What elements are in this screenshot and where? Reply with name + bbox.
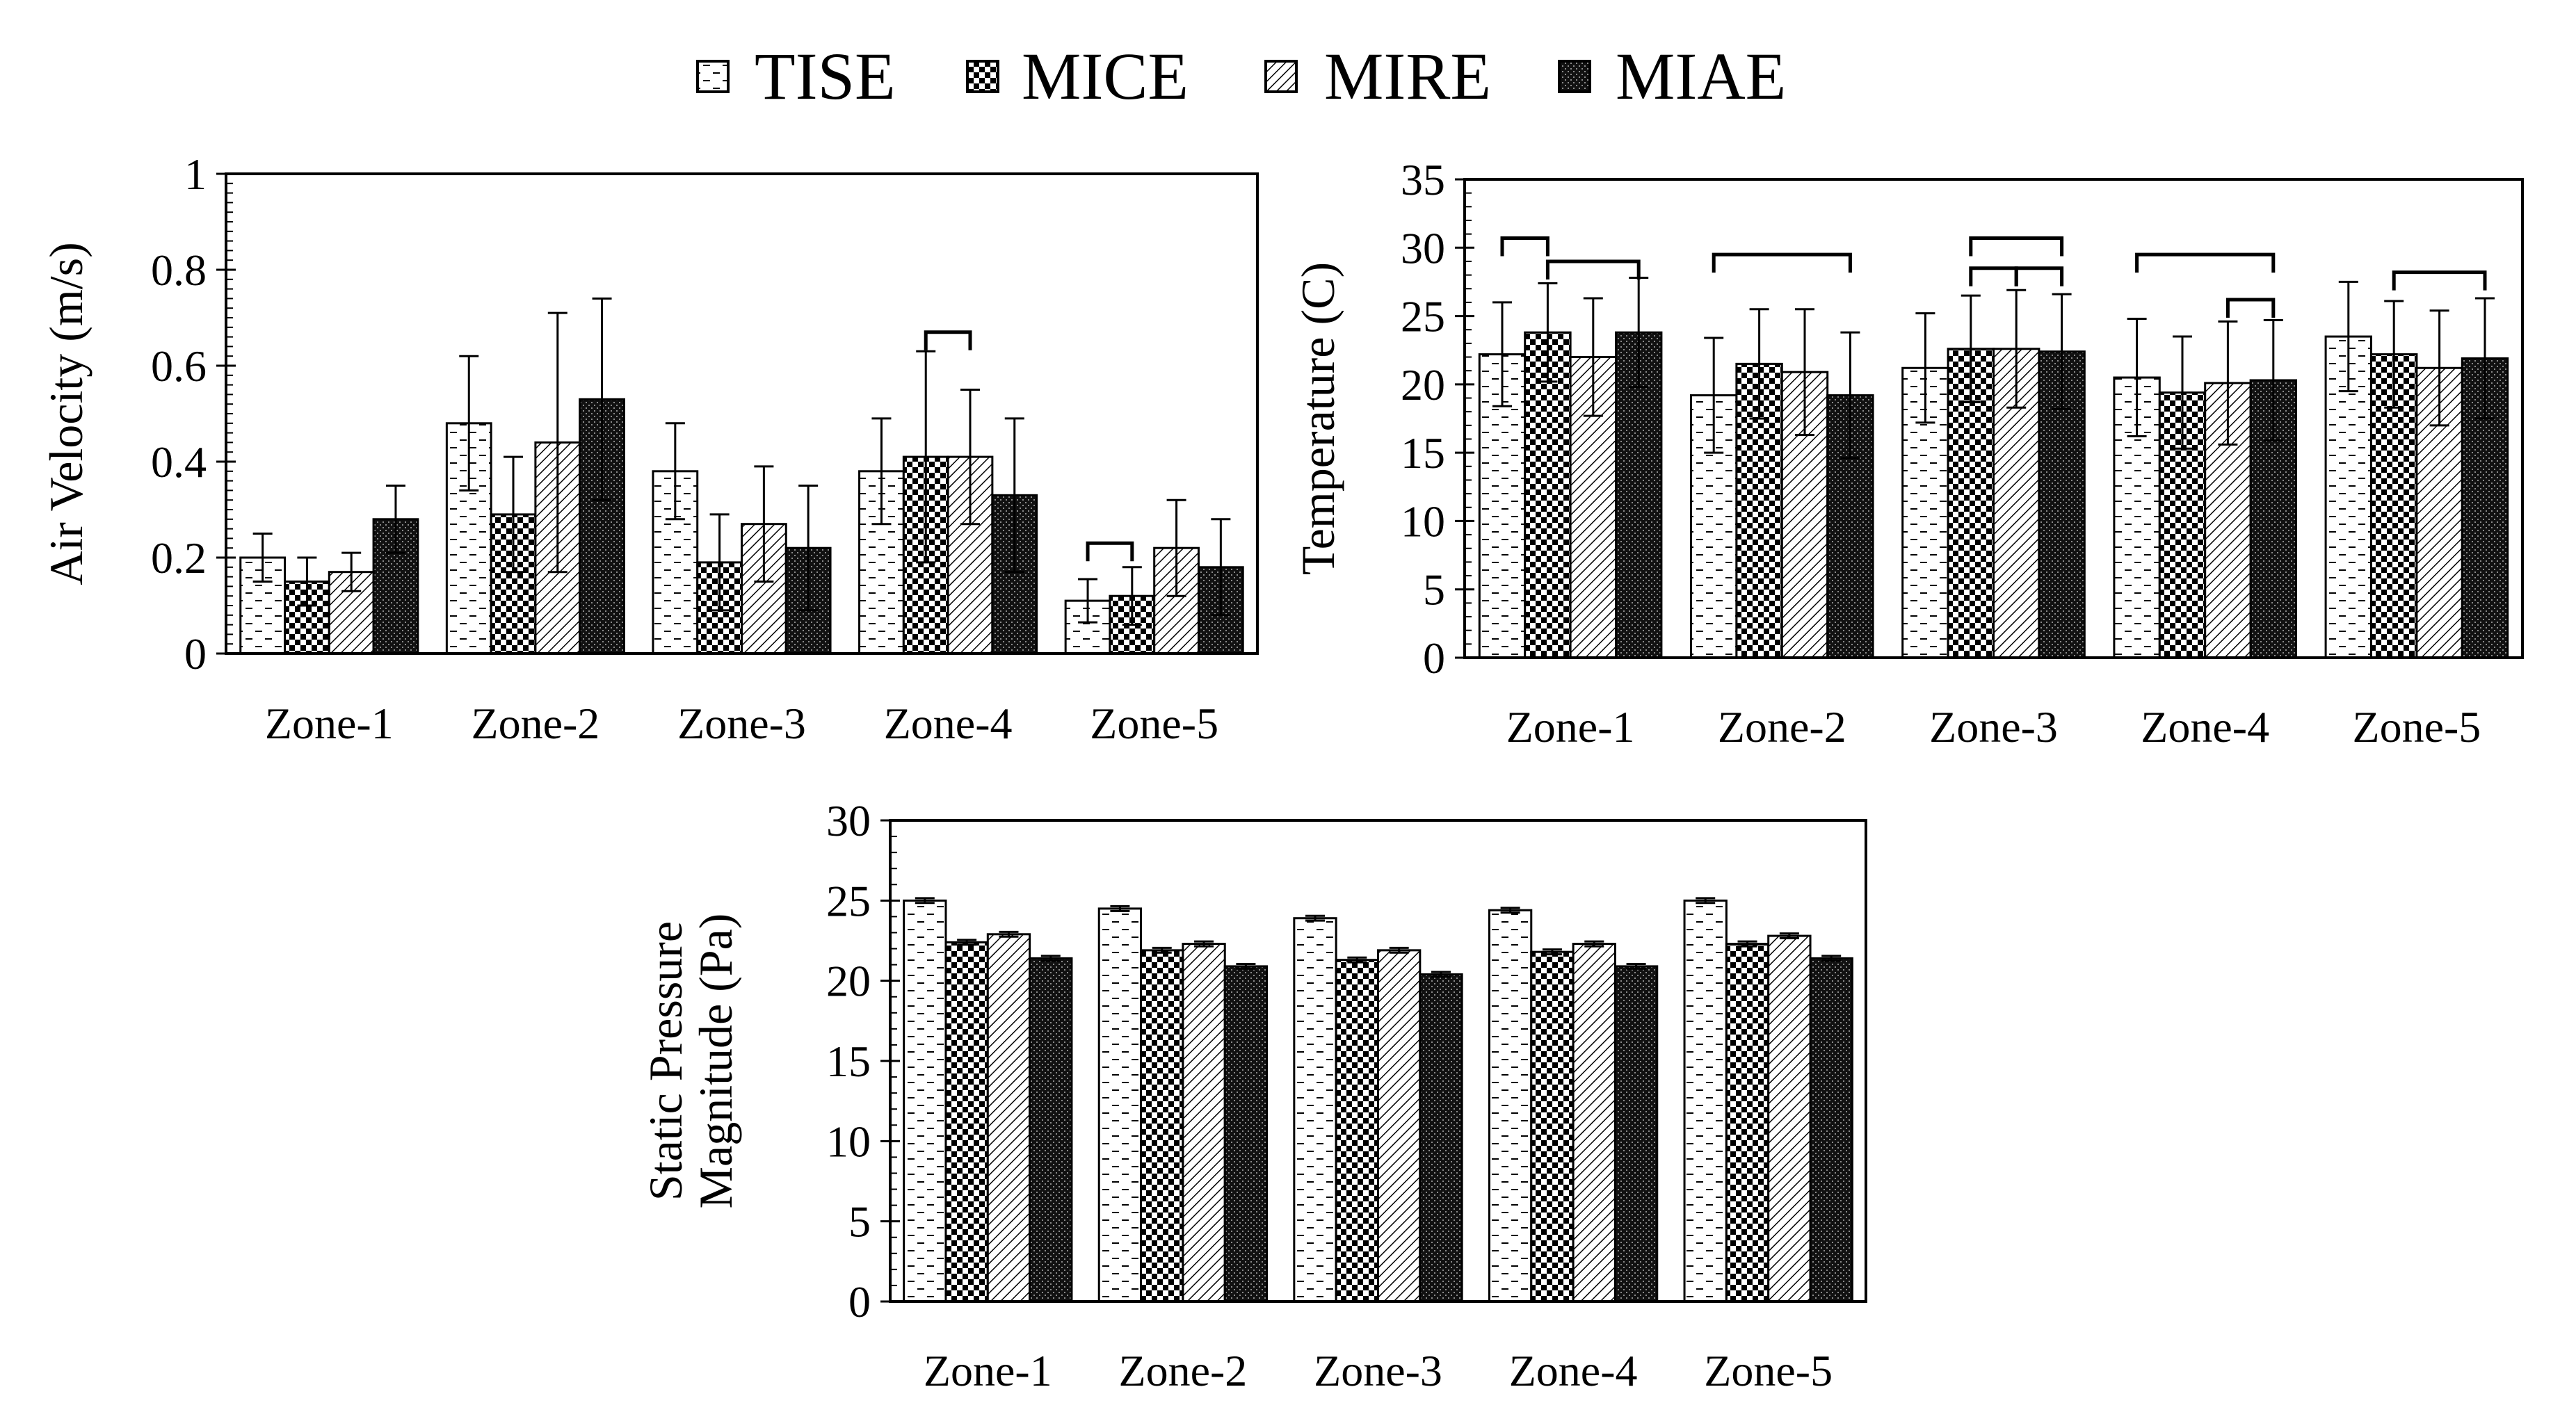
legend-label-miae: MIAE — [1616, 39, 1786, 113]
x-category-label: Zone-2 — [1118, 1346, 1247, 1395]
y-tick-label: 15 — [826, 1037, 871, 1086]
y-tick-label: 20 — [826, 957, 871, 1006]
bar-mice-zone-3 — [1335, 959, 1380, 1303]
y-tick-label: 15 — [1401, 428, 1445, 478]
x-category-label: Zone-4 — [2141, 702, 2269, 752]
legend-item-mice: MICE — [966, 39, 1189, 113]
chart-air-velocity: 0 0.2 0.4 0.6 0.8 1 Zone-1 Zone-2 Zone-3 Zone-4 Zo… — [40, 149, 1259, 748]
y-tick-label: 0.2 — [151, 533, 207, 583]
y-tick-label: 10 — [826, 1117, 871, 1166]
legend-swatch-mire — [1264, 60, 1298, 93]
bar-miae-zone-2 — [579, 398, 625, 655]
y-tick-label: 30 — [826, 796, 871, 845]
bar-mice-zone-5 — [1725, 943, 1770, 1303]
y-axis-label-line: Static Pressure — [639, 921, 692, 1201]
legend-item-mire: MIRE — [1264, 39, 1491, 113]
bar-mire-zone-2 — [1182, 943, 1226, 1303]
bar-mice-zone-4 — [2158, 391, 2207, 659]
y-tick-label: 25 — [826, 876, 871, 925]
bar-tise-zone-2 — [1097, 907, 1143, 1303]
significance-bracket-1 — [1500, 236, 1549, 257]
y-tick-label: 20 — [1401, 360, 1445, 410]
legend-label-mire: MIRE — [1324, 39, 1491, 113]
legend-swatch-miae — [1558, 60, 1591, 93]
bar-mice-zone-1 — [944, 941, 989, 1303]
significance-bracket-8 — [2225, 298, 2276, 318]
x-category-label: Zone-1 — [265, 699, 394, 748]
x-category-label: Zone-3 — [677, 699, 806, 748]
bar-miae-zone-5 — [1809, 957, 1853, 1303]
x-category-label: Zone-1 — [1506, 702, 1635, 752]
legend-item-miae: MIAE — [1558, 39, 1786, 113]
significance-bracket-1 — [924, 330, 972, 350]
y-tick-label: 5 — [848, 1197, 871, 1247]
legend-item-tise: TISE — [696, 39, 896, 113]
y-axis-label: Static PressureMagnitude (Pa) — [639, 914, 742, 1209]
significance-bracket-7 — [2135, 252, 2276, 273]
x-category-label: Zone-4 — [1509, 1346, 1638, 1395]
legend-swatch-tise — [696, 60, 730, 93]
bar-mire-zone-1 — [986, 933, 1031, 1303]
legend-label-mice: MICE — [1022, 39, 1189, 113]
significance-bracket-5 — [1969, 266, 2018, 286]
legend: TISE MICE MIRE MIAE — [696, 39, 1786, 113]
y-tick-label: 35 — [1401, 155, 1445, 204]
y-axis-label: Temperature (C) — [1291, 262, 1344, 575]
y-tick-label: 0 — [184, 629, 207, 679]
significance-bracket-9 — [2392, 270, 2487, 291]
chart-temperature: 0 5 10 15 20 25 30 35 Zone-1 Zone-2 Zone-3 Zone-4 Zo… — [1291, 155, 2524, 752]
y-tick-label: 25 — [1401, 292, 1445, 341]
x-category-label: Zone-3 — [1929, 702, 2058, 752]
bar-miae-zone-1 — [1029, 957, 1073, 1303]
bar-mire-zone-3 — [1377, 949, 1422, 1303]
plot-frame — [1463, 178, 2524, 659]
x-category-label: Zone-2 — [1718, 702, 1846, 752]
bar-mice-zone-4 — [1530, 950, 1575, 1303]
y-tick-label: 0.8 — [151, 245, 207, 295]
y-tick-label: 0.6 — [151, 341, 207, 391]
y-tick-label: 0 — [1423, 633, 1445, 683]
x-category-label: Zone-5 — [2352, 702, 2481, 752]
y-axis-label-line: Air Velocity (m/s) — [40, 242, 92, 585]
bar-miae-zone-2 — [1223, 965, 1269, 1303]
significance-bracket-2 — [1545, 259, 1641, 279]
chart-static-pressure: 0 5 10 15 20 25 30 Zone-1 Zone-2 Zone-3 Zone-4 Zone… — [639, 796, 1867, 1395]
legend-label-tise: TISE — [755, 39, 896, 113]
bar-mire-zone-5 — [1767, 934, 1812, 1303]
significance-bracket-4 — [1969, 236, 2064, 257]
significance-bracket-3 — [1712, 252, 1852, 273]
x-category-label: Zone-2 — [471, 699, 599, 748]
bar-tise-zone-3 — [1293, 917, 1337, 1303]
y-tick-label: 5 — [1423, 565, 1445, 615]
legend-swatch-mice — [966, 60, 999, 93]
bar-tise-zone-1 — [903, 899, 947, 1303]
bar-tise-zone-5 — [1683, 899, 1728, 1303]
y-axis-label-line: Magnitude (Pa) — [689, 914, 742, 1209]
y-tick-label: 30 — [1401, 223, 1445, 273]
significance-bracket-2 — [1086, 541, 1134, 562]
y-axis-label: Air Velocity (m/s) — [40, 242, 92, 585]
y-tick-label: 10 — [1401, 496, 1445, 546]
bar-miae-zone-3 — [1419, 973, 1463, 1303]
bar-miae-zone-4 — [1613, 965, 1659, 1303]
bar-tise-zone-4 — [1488, 909, 1533, 1303]
x-category-label: Zone-4 — [884, 699, 1013, 748]
y-tick-label: 0 — [848, 1277, 871, 1327]
y-tick-label: 1 — [184, 149, 207, 199]
x-category-label: Zone-3 — [1314, 1346, 1442, 1395]
significance-bracket-6 — [2014, 266, 2064, 286]
y-axis-label-line: Temperature (C) — [1291, 262, 1344, 575]
x-category-label: Zone-5 — [1090, 699, 1218, 748]
x-category-label: Zone-1 — [924, 1346, 1052, 1395]
y-tick-label: 0.4 — [151, 437, 207, 487]
bar-mice-zone-2 — [1140, 949, 1184, 1303]
bar-mire-zone-4 — [1572, 943, 1616, 1303]
x-category-label: Zone-5 — [1704, 1346, 1833, 1395]
